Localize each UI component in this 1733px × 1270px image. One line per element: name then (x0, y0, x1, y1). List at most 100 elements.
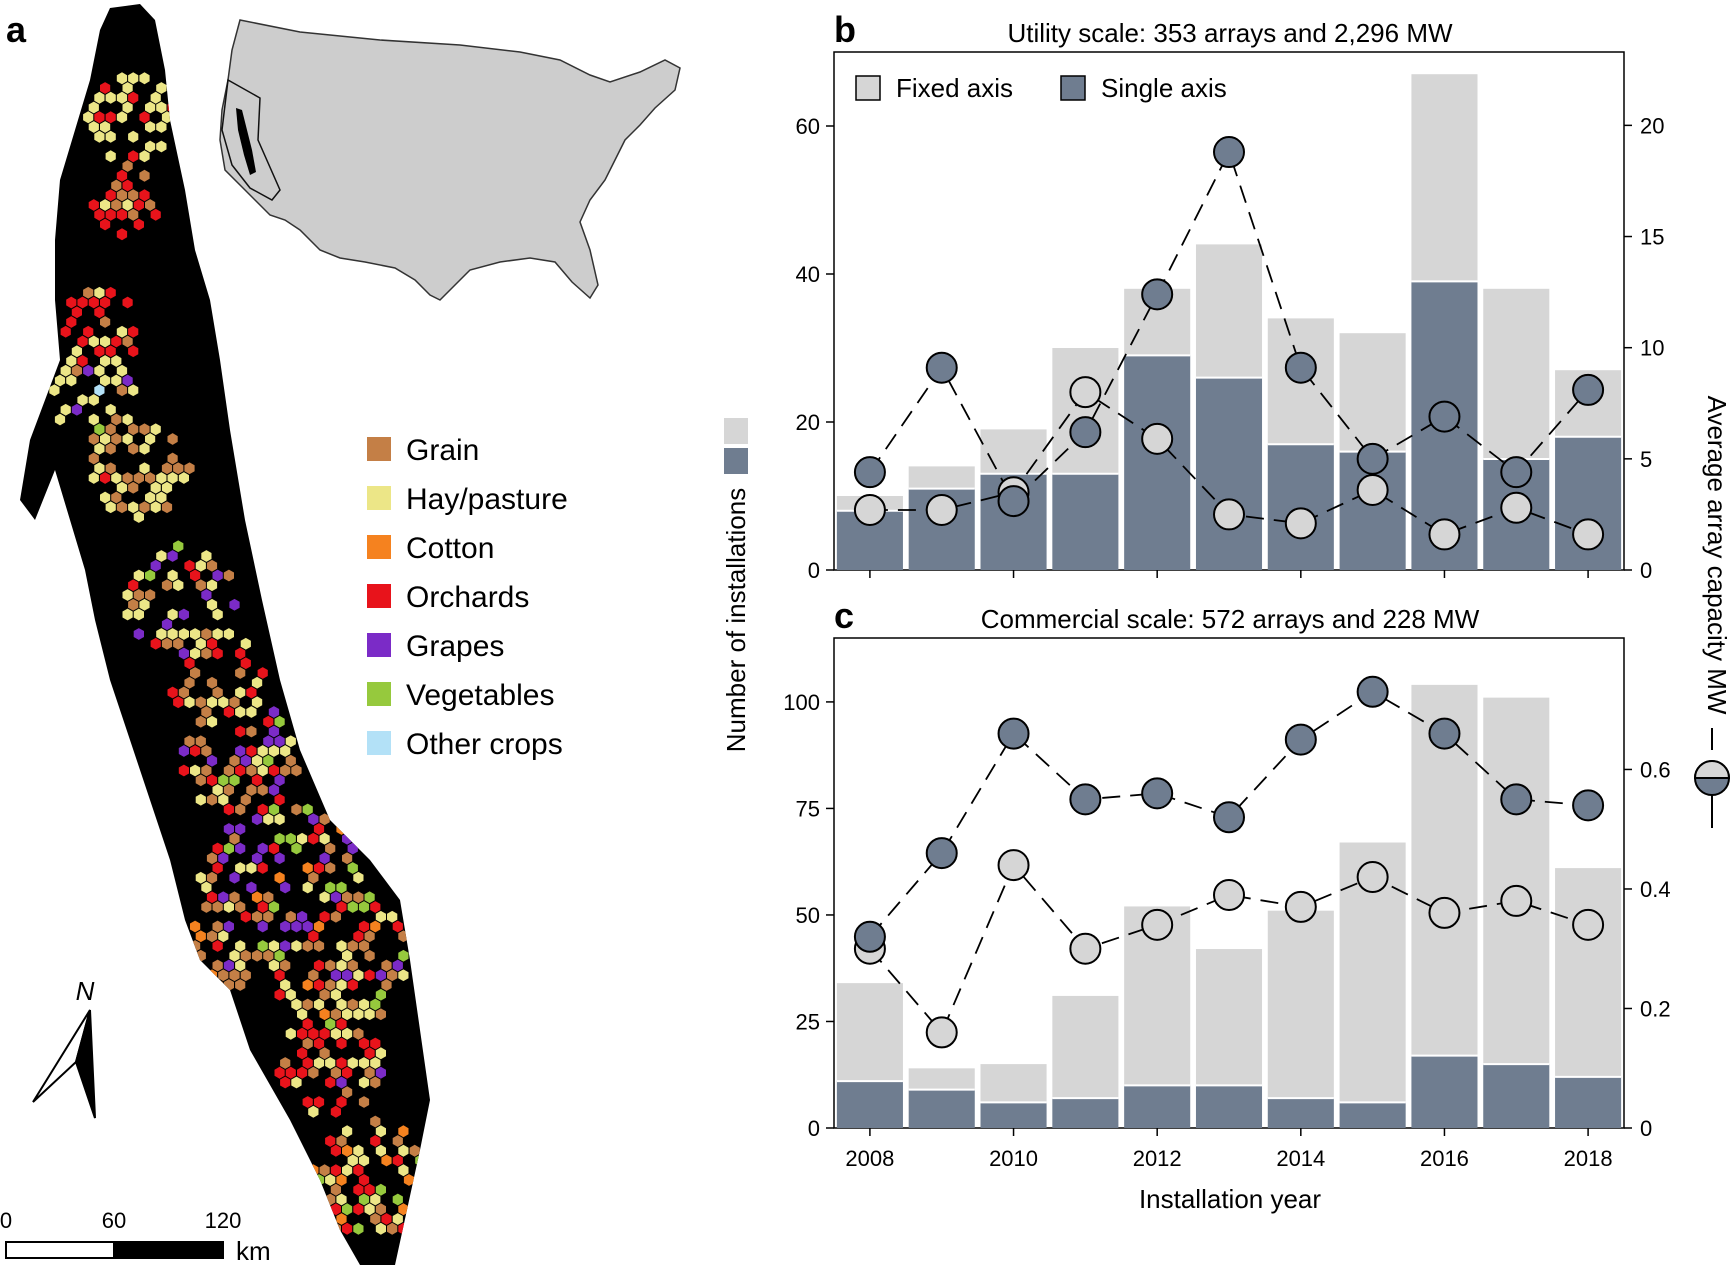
legend-swatch-3 (367, 584, 391, 608)
crop-hexagon (257, 940, 268, 952)
bar-fixed-2017 (1483, 697, 1550, 1065)
crop-hexagon (161, 637, 173, 650)
marker-fixed-2012 (1141, 422, 1174, 455)
crop-hexagon (88, 452, 99, 465)
crop-hexagon (49, 384, 60, 397)
crop-hexagon (246, 881, 257, 894)
crop-hexagon (285, 754, 296, 767)
crop-hexagon (218, 969, 229, 982)
crop-hexagon (88, 101, 99, 114)
bar-single-2013 (1195, 1085, 1263, 1128)
crop-hexagon (173, 637, 184, 650)
crop-hexagon (178, 979, 189, 991)
crop-hexagon (229, 598, 240, 611)
crop-hexagon (100, 199, 111, 211)
crop-hexagon (370, 901, 381, 913)
bar-single-2014 (1267, 1098, 1334, 1128)
crop-hexagon (206, 696, 218, 709)
crop-hexagon (122, 160, 133, 172)
crop-hexagon (218, 891, 229, 904)
legend-swatch-0 (367, 437, 391, 461)
legend-label-6: Other crops (406, 728, 563, 761)
chart-b-title: Utility scale: 353 arrays and 2,296 MW (1007, 18, 1453, 48)
crop-hexagon (235, 647, 246, 660)
crop-hexagon (122, 433, 133, 445)
crop-hexagon (347, 901, 358, 913)
crop-hexagon (206, 871, 218, 884)
crop-hexagon (302, 862, 313, 874)
crop-hexagon (206, 852, 218, 865)
crop-hexagon (150, 637, 161, 650)
marker-single-2015 (1356, 675, 1389, 708)
crop-hexagon (302, 803, 313, 816)
crop-hexagon (336, 1076, 347, 1089)
bar-fixed-2010 (980, 1064, 1047, 1103)
crop-hexagon (71, 345, 82, 358)
y2-axis-label: Average array capacity MW (1702, 396, 1732, 715)
crop-hexagon (105, 111, 116, 124)
crop-hexagon (325, 1135, 336, 1147)
crop-hexagon (88, 121, 99, 133)
crop-hexagon (195, 735, 206, 748)
crop-hexagon (353, 1222, 364, 1235)
crop-hexagon (257, 920, 268, 933)
crop-hexagon (375, 988, 386, 1001)
crop-hexagon (167, 608, 178, 621)
crop-hexagon (274, 832, 285, 845)
crop-hexagon (285, 832, 296, 845)
crop-hexagon (235, 745, 246, 757)
crop-hexagon (88, 296, 99, 309)
crop-hexagon (268, 803, 280, 816)
marker-single-2018 (1572, 373, 1605, 406)
crop-hexagon (229, 754, 240, 767)
crop-hexagon (116, 169, 128, 182)
crop-hexagon (381, 979, 392, 991)
crop-hexagon (336, 979, 347, 991)
marker-single-2014 (1284, 351, 1317, 384)
crop-hexagon (150, 481, 161, 494)
crop-hexagon (218, 852, 229, 865)
crop-hexagon (195, 715, 206, 728)
crop-hexagon (268, 959, 280, 972)
crop-hexagon (325, 842, 336, 855)
bar-fixed-2013 (1195, 244, 1263, 378)
crop-hexagon (246, 764, 257, 777)
crop-hexagon (274, 1066, 285, 1079)
crop-hexagon (285, 988, 296, 1001)
crop-hexagon (235, 764, 246, 777)
crop-hexagon (251, 774, 263, 787)
crop-hexagon (308, 871, 319, 884)
crop-hexagon (370, 1213, 381, 1225)
crop-hexagon (313, 920, 325, 933)
xtick-label-2018: 2018 (1564, 1146, 1613, 1171)
crop-hexagon (167, 550, 178, 562)
crop-hexagon (308, 1027, 319, 1040)
crop-hexagon (133, 472, 144, 484)
crop-hexagon (173, 540, 184, 553)
crop-hexagon (94, 364, 105, 377)
crop-hexagon (229, 949, 240, 962)
crop-hexagon (167, 686, 178, 699)
crop-hexagon (274, 852, 285, 865)
crop-hexagon (122, 179, 133, 192)
marker-fixed-2018 (1572, 518, 1605, 551)
crop-hexagon (229, 891, 240, 904)
crop-hexagon (280, 940, 291, 952)
crop-hexagon (358, 1057, 370, 1069)
crop-hexagon (145, 569, 156, 582)
marker-fixed-2012 (1141, 908, 1174, 941)
crop-hexagon (325, 1174, 336, 1186)
crop-hexagon (94, 345, 105, 358)
crop-hexagon (302, 1057, 313, 1069)
crop-hexagon (336, 1057, 347, 1069)
crop-hexagon (77, 394, 88, 406)
ytick-label: 75 (796, 796, 820, 821)
crop-hexagon (223, 901, 234, 913)
crop-hexagon (201, 901, 212, 913)
crop-hexagon (268, 842, 280, 855)
crop-hexagon (336, 998, 347, 1011)
inset-central-valley (236, 108, 256, 175)
marker-single-2014 (1284, 723, 1317, 756)
crop-hexagon (370, 920, 381, 933)
crop-hexagon (319, 1164, 330, 1177)
